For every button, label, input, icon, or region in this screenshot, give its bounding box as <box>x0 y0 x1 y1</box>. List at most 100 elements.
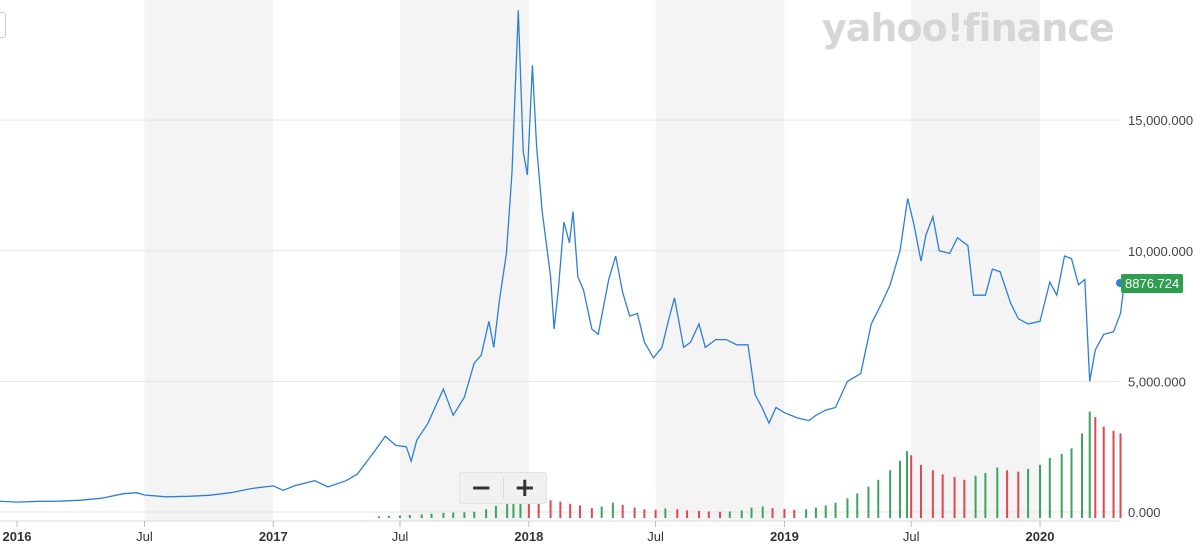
volume-bar <box>740 510 743 518</box>
volume-bar <box>805 509 808 518</box>
volume-bar <box>771 508 774 518</box>
volume-bar <box>919 464 922 518</box>
volume-bar <box>512 498 515 518</box>
volume-bar <box>1119 433 1122 518</box>
last-price-marker <box>1116 279 1124 287</box>
x-tick-label: 2017 <box>259 529 288 544</box>
volume-bar <box>378 516 381 518</box>
x-tick-label: 2019 <box>770 529 799 544</box>
volume-bar <box>974 475 977 518</box>
volume-bar <box>707 511 710 518</box>
volume-bar <box>1102 426 1105 518</box>
volume-bar <box>527 498 530 518</box>
volume-bar <box>867 486 870 518</box>
volume-bar <box>485 509 488 518</box>
zoom-in-button[interactable]: + <box>504 473 547 503</box>
volume-bar <box>846 498 849 518</box>
x-tick-label: 2020 <box>1026 529 1055 544</box>
volume-bar <box>898 460 901 518</box>
volume-bar <box>569 503 572 518</box>
volume-bar <box>387 515 390 518</box>
x-tick-label: Jul <box>392 529 409 544</box>
volume-bar <box>910 455 913 518</box>
volume-bar <box>698 510 700 518</box>
volume-bar <box>686 510 689 518</box>
volume-bar <box>1094 417 1097 518</box>
volume-bar <box>621 504 624 518</box>
zoom-out-button[interactable]: − <box>460 473 503 503</box>
volume-bar <box>905 451 908 518</box>
volume-bar <box>494 506 497 518</box>
period-band <box>400 0 529 521</box>
volume-bars <box>378 411 1122 518</box>
volume-bar <box>1088 411 1091 518</box>
x-tick-label: 2016 <box>3 529 32 544</box>
volume-bar <box>953 477 956 518</box>
volume-bar <box>824 505 827 518</box>
volume-bar <box>430 513 433 518</box>
volume-bar <box>783 509 786 518</box>
volume-bar <box>931 470 934 518</box>
volume-bar <box>559 501 562 518</box>
volume-bar <box>1006 470 1009 518</box>
volume-bar <box>654 509 657 518</box>
y-tick-label: 0.000 <box>1128 505 1161 520</box>
x-tick-label: 2018 <box>514 529 543 544</box>
volume-bar <box>633 507 636 518</box>
volume-bar <box>452 512 455 518</box>
volume-bar <box>549 500 552 518</box>
left-panel-handle[interactable] <box>0 12 6 38</box>
volume-bar <box>728 511 731 518</box>
volume-bar <box>941 474 944 518</box>
volume-bar <box>814 507 817 518</box>
volume-bar <box>1048 458 1051 518</box>
yahoo-finance-logo: yahoo!finance <box>822 6 1115 50</box>
volume-bar <box>750 507 753 518</box>
period-band <box>144 0 274 521</box>
zoom-divider <box>502 477 504 499</box>
volume-bar <box>996 467 999 518</box>
zoom-controls: − + <box>459 472 547 504</box>
volume-bar <box>1070 448 1073 518</box>
volume-bar <box>793 509 796 518</box>
volume-bar <box>442 512 445 518</box>
volume-bar <box>399 515 402 518</box>
y-tick-label: 15,000.000 <box>1128 113 1193 128</box>
volume-bar <box>761 506 764 518</box>
x-tick-label: Jul <box>136 529 153 544</box>
volume-bar <box>664 508 667 518</box>
volume-bar <box>676 509 679 518</box>
volume-bar <box>420 514 423 518</box>
volume-bar <box>408 515 411 518</box>
volume-bar <box>719 511 722 518</box>
x-tick-label: Jul <box>647 529 664 544</box>
volume-bar <box>889 470 892 518</box>
volume-bar <box>1027 468 1030 518</box>
volume-bar <box>1017 471 1020 518</box>
volume-bar <box>984 473 987 518</box>
volume-bar <box>856 493 859 518</box>
price-line <box>0 10 1126 503</box>
volume-bar <box>506 502 509 518</box>
volume-bar <box>590 508 593 518</box>
volume-bar <box>463 512 466 518</box>
volume-bar <box>1112 430 1115 518</box>
y-tick-label: 5,000.000 <box>1128 374 1186 389</box>
volume-bar <box>473 511 476 518</box>
volume-bar <box>1060 453 1063 518</box>
y-axis-ticks: 0.000 5,000.000 10,000.000 15,000.000 <box>1128 113 1193 520</box>
period-band <box>911 0 1040 521</box>
alternating-period-bands <box>144 0 1040 521</box>
volume-bar <box>1039 464 1041 518</box>
volume-bar <box>963 479 966 518</box>
volume-bar <box>600 506 603 518</box>
volume-bar <box>834 502 837 518</box>
volume-bar <box>877 479 880 518</box>
volume-bar <box>537 499 540 518</box>
volume-bar <box>1081 433 1084 518</box>
volume-bar <box>519 497 522 518</box>
volume-bar <box>643 509 646 518</box>
volume-bar <box>611 502 614 518</box>
last-price-label: 8876.724 <box>1121 274 1184 293</box>
